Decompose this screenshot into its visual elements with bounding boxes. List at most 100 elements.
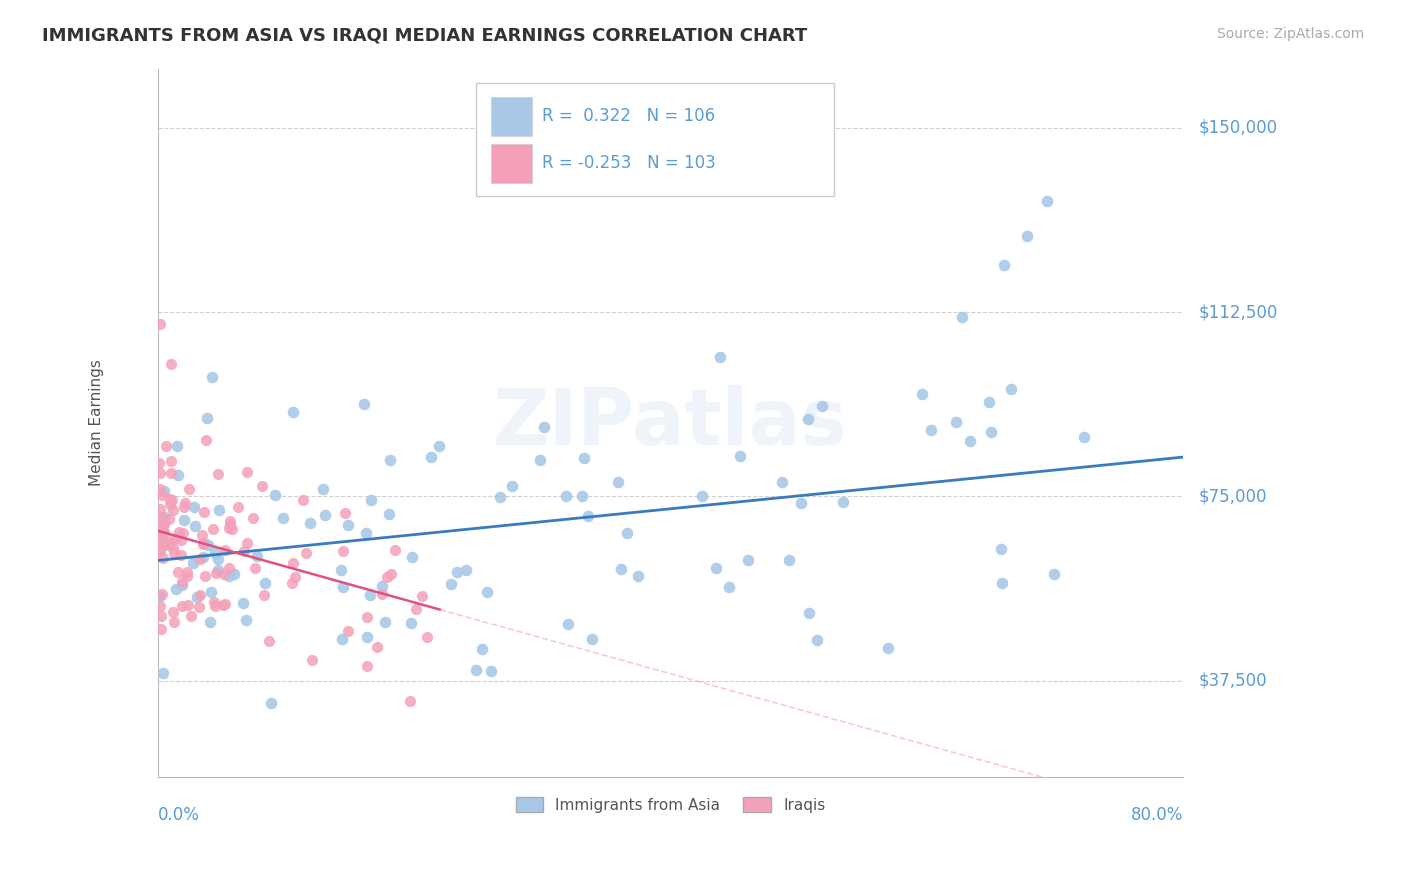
Point — [572, 450, 595, 465]
Bar — [491, 97, 531, 136]
Point — [160, 534, 183, 549]
Point — [232, 544, 254, 558]
Point — [501, 479, 523, 493]
Point — [1017, 228, 1039, 243]
Point — [226, 500, 249, 515]
Point — [401, 549, 423, 564]
Point — [284, 570, 307, 584]
Point — [172, 575, 194, 590]
Point — [356, 610, 378, 624]
Point — [312, 482, 335, 496]
Point — [208, 502, 231, 516]
Point — [159, 497, 181, 511]
Point — [150, 509, 173, 524]
Point — [298, 516, 321, 530]
Point — [301, 653, 323, 667]
Text: $112,500: $112,500 — [1198, 303, 1278, 321]
Point — [411, 589, 433, 603]
Point — [212, 567, 235, 582]
Point — [465, 663, 488, 677]
Text: IMMIGRANTS FROM ASIA VS IRAQI MEDIAN EARNINGS CORRELATION CHART: IMMIGRANTS FROM ASIA VS IRAQI MEDIAN EAR… — [42, 27, 807, 45]
Point — [281, 576, 304, 591]
Point — [330, 564, 353, 578]
Point — [191, 537, 214, 551]
Point — [159, 491, 181, 506]
Point — [332, 544, 354, 558]
Point — [252, 479, 274, 493]
Point — [384, 542, 406, 557]
Point — [150, 488, 173, 502]
Point — [797, 412, 820, 426]
Point — [471, 641, 494, 656]
Point — [770, 475, 793, 490]
Point — [165, 582, 187, 597]
Point — [163, 546, 186, 560]
Point — [246, 549, 269, 564]
Point — [180, 609, 202, 624]
Point — [533, 419, 555, 434]
Point — [235, 613, 257, 627]
Point — [377, 507, 399, 521]
Point — [167, 468, 190, 483]
Text: 80.0%: 80.0% — [1130, 806, 1182, 824]
Point — [709, 351, 731, 365]
Point — [405, 602, 427, 616]
Point — [149, 318, 172, 332]
Point — [420, 450, 443, 464]
Point — [149, 502, 172, 516]
Point — [799, 606, 821, 620]
Point — [191, 527, 214, 541]
Point — [186, 590, 208, 604]
Point — [236, 465, 259, 479]
Point — [195, 411, 218, 425]
Point — [374, 615, 396, 630]
Point — [156, 537, 179, 551]
Point — [148, 457, 170, 471]
Point — [150, 622, 173, 636]
Point — [166, 439, 188, 453]
Point — [162, 541, 184, 556]
Point — [581, 632, 603, 647]
Point — [160, 454, 183, 468]
Text: 0.0%: 0.0% — [159, 806, 200, 824]
Point — [977, 394, 1000, 409]
Point — [207, 467, 229, 481]
Text: $37,500: $37,500 — [1198, 672, 1267, 690]
Point — [911, 387, 934, 401]
Point — [207, 563, 229, 577]
Point — [155, 537, 177, 551]
Point — [332, 632, 354, 646]
Point — [191, 549, 214, 564]
Text: Median Earnings: Median Earnings — [89, 359, 104, 486]
Legend: Immigrants from Asia, Iraqis: Immigrants from Asia, Iraqis — [509, 790, 831, 819]
Point — [193, 505, 215, 519]
Point — [150, 587, 173, 601]
Point — [194, 569, 217, 583]
Point — [243, 561, 266, 575]
Point — [219, 516, 242, 531]
Point — [360, 492, 382, 507]
Point — [149, 466, 172, 480]
Point — [214, 597, 236, 611]
Point — [980, 425, 1002, 440]
Point — [153, 484, 176, 499]
Point — [370, 587, 392, 601]
Point — [202, 522, 225, 536]
Point — [170, 548, 193, 562]
Point — [193, 536, 215, 550]
Point — [690, 490, 713, 504]
Point — [993, 258, 1015, 272]
Point — [201, 370, 224, 384]
Point — [200, 585, 222, 599]
Point — [481, 664, 503, 678]
Point — [173, 512, 195, 526]
Point — [152, 666, 174, 681]
Point — [172, 578, 194, 592]
Point — [990, 576, 1012, 591]
Point — [778, 553, 800, 567]
Point — [176, 569, 198, 583]
Point — [212, 598, 235, 612]
Point — [554, 489, 576, 503]
Point — [218, 560, 240, 574]
Point — [789, 496, 811, 510]
